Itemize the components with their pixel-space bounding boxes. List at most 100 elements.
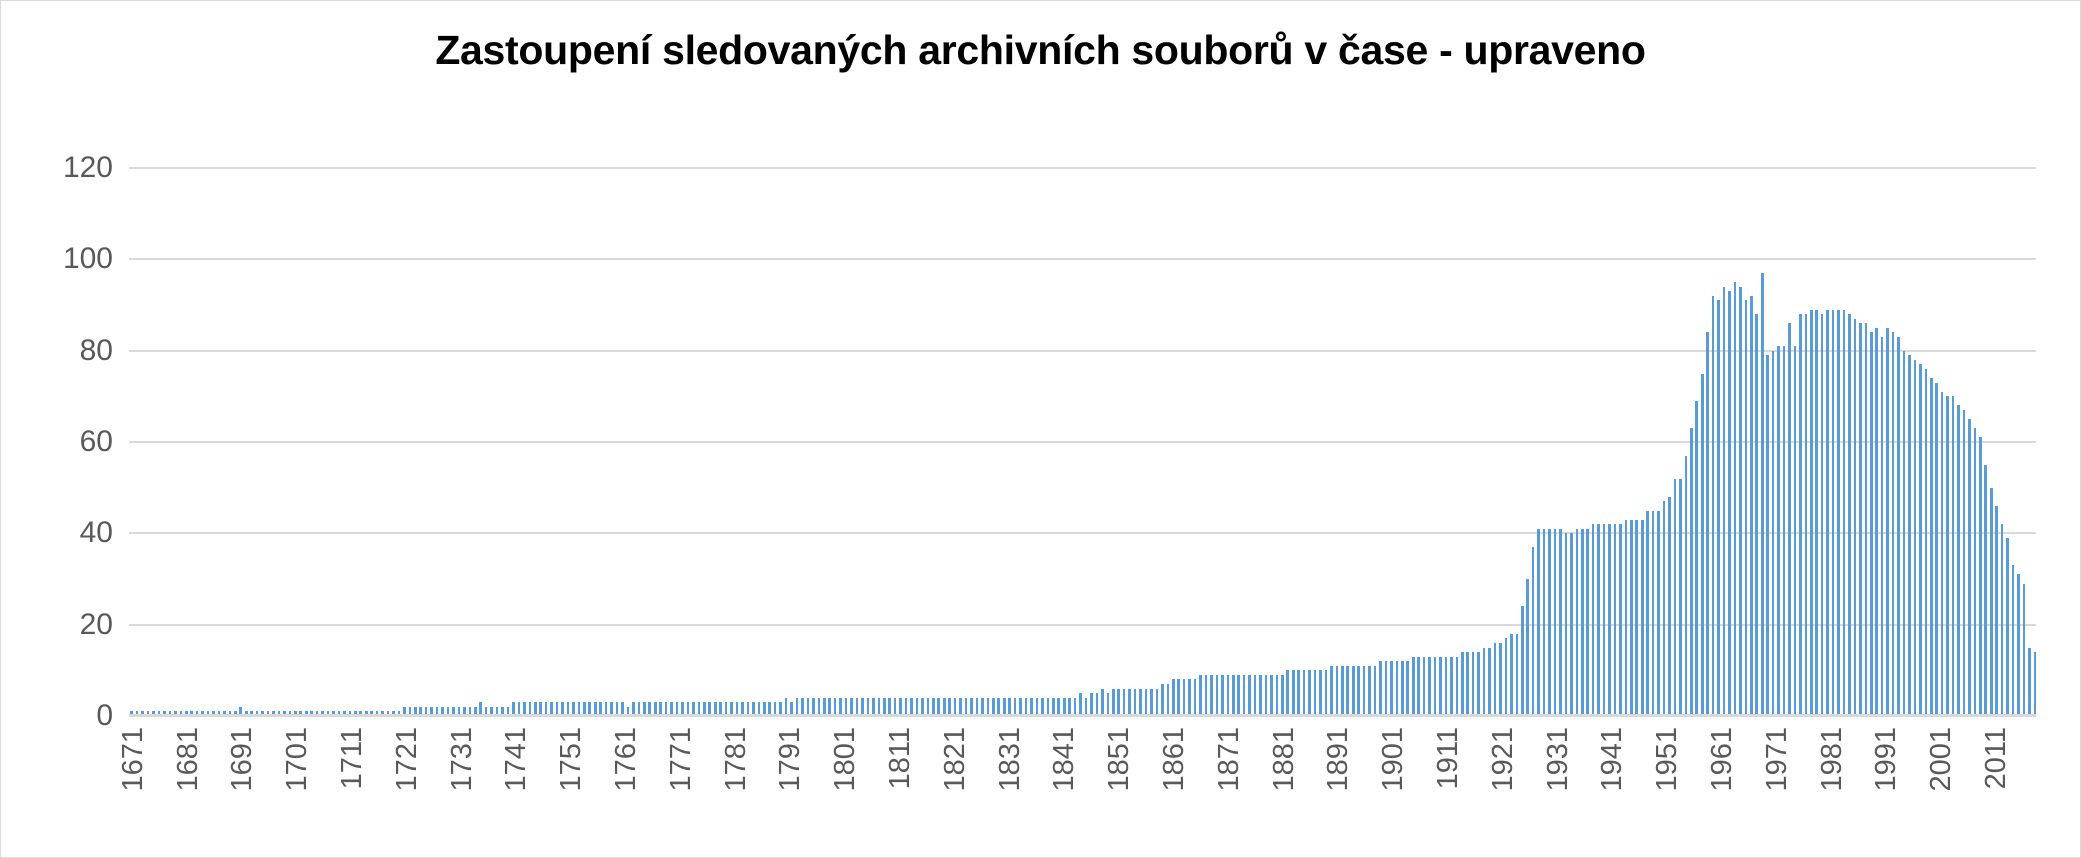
bar[interactable] bbox=[659, 702, 662, 716]
bar[interactable] bbox=[735, 702, 739, 716]
bar[interactable] bbox=[1046, 697, 1050, 716]
bar[interactable] bbox=[288, 711, 292, 716]
bar[interactable] bbox=[1008, 697, 1011, 716]
bar[interactable] bbox=[1520, 606, 1524, 716]
bar[interactable] bbox=[2011, 565, 2015, 716]
bar[interactable] bbox=[1864, 323, 1868, 716]
bar[interactable] bbox=[228, 711, 232, 716]
bar[interactable] bbox=[1417, 656, 1420, 716]
bar[interactable] bbox=[435, 706, 439, 716]
bar[interactable] bbox=[212, 711, 215, 716]
bar[interactable] bbox=[1548, 528, 1551, 716]
bar[interactable] bbox=[784, 697, 788, 716]
bar[interactable] bbox=[1286, 670, 1290, 716]
bar[interactable] bbox=[1291, 670, 1295, 716]
bar[interactable] bbox=[490, 706, 493, 716]
bar[interactable] bbox=[1139, 688, 1142, 716]
bar[interactable] bbox=[899, 697, 902, 716]
bar[interactable] bbox=[1182, 679, 1186, 716]
bar[interactable] bbox=[599, 702, 602, 716]
bar[interactable] bbox=[801, 697, 804, 716]
bar[interactable] bbox=[833, 697, 837, 716]
bar[interactable] bbox=[424, 706, 428, 716]
bar[interactable] bbox=[1351, 665, 1355, 716]
bar[interactable] bbox=[1979, 437, 1982, 716]
bar[interactable] bbox=[1166, 684, 1170, 716]
bar[interactable] bbox=[1444, 656, 1448, 716]
bar[interactable] bbox=[1613, 524, 1617, 716]
bar[interactable] bbox=[1640, 519, 1644, 716]
bar[interactable] bbox=[1406, 661, 1410, 716]
bar[interactable] bbox=[1848, 314, 1851, 716]
bar[interactable] bbox=[1657, 510, 1660, 716]
bar[interactable] bbox=[463, 706, 466, 716]
bar[interactable] bbox=[190, 711, 193, 716]
bar[interactable] bbox=[1809, 309, 1813, 716]
bar[interactable] bbox=[1662, 501, 1666, 716]
bar[interactable] bbox=[583, 702, 586, 716]
bar[interactable] bbox=[484, 706, 488, 716]
bar[interactable] bbox=[1700, 373, 1704, 716]
bar[interactable] bbox=[244, 711, 248, 716]
bar[interactable] bbox=[1750, 295, 1753, 716]
bar[interactable] bbox=[953, 697, 957, 716]
bar[interactable] bbox=[1635, 519, 1639, 716]
bar[interactable] bbox=[141, 711, 144, 716]
bar[interactable] bbox=[272, 711, 275, 716]
bar[interactable] bbox=[822, 697, 826, 716]
bar[interactable] bbox=[135, 711, 139, 716]
bar[interactable] bbox=[1079, 693, 1082, 716]
bar[interactable] bbox=[501, 706, 504, 716]
bar[interactable] bbox=[942, 697, 946, 716]
bar[interactable] bbox=[697, 702, 701, 716]
bar[interactable] bbox=[1929, 378, 1933, 716]
bar[interactable] bbox=[948, 697, 951, 716]
bar[interactable] bbox=[1117, 688, 1121, 716]
bar[interactable] bbox=[1057, 697, 1061, 716]
bar[interactable] bbox=[1651, 510, 1655, 716]
bar[interactable] bbox=[1853, 318, 1857, 716]
bar[interactable] bbox=[206, 711, 210, 716]
bar[interactable] bbox=[790, 702, 793, 716]
bar[interactable] bbox=[1477, 652, 1480, 716]
bar[interactable] bbox=[1733, 282, 1737, 716]
bar[interactable] bbox=[1880, 336, 1884, 716]
bar[interactable] bbox=[1471, 652, 1475, 716]
bar[interactable] bbox=[877, 697, 881, 716]
bar[interactable] bbox=[354, 711, 357, 716]
bar[interactable] bbox=[1226, 674, 1230, 716]
bar[interactable] bbox=[882, 697, 886, 716]
bar[interactable] bbox=[1024, 697, 1028, 716]
bar[interactable] bbox=[1580, 528, 1584, 716]
bar[interactable] bbox=[1460, 652, 1464, 716]
bar[interactable] bbox=[752, 702, 755, 716]
bar[interactable] bbox=[992, 697, 995, 716]
bar[interactable] bbox=[1788, 323, 1791, 716]
bar[interactable] bbox=[1324, 670, 1328, 716]
bar[interactable] bbox=[1395, 661, 1399, 716]
bar[interactable] bbox=[1297, 670, 1300, 716]
bar[interactable] bbox=[773, 702, 777, 716]
bar[interactable] bbox=[1242, 674, 1246, 716]
bar[interactable] bbox=[1450, 656, 1453, 716]
bar[interactable] bbox=[1837, 309, 1840, 716]
bar[interactable] bbox=[168, 711, 172, 716]
bar[interactable] bbox=[588, 702, 592, 716]
bar[interactable] bbox=[981, 697, 984, 716]
bar[interactable] bbox=[1804, 314, 1808, 716]
bar[interactable] bbox=[1537, 528, 1540, 716]
bar[interactable] bbox=[163, 711, 166, 716]
bar[interactable] bbox=[1515, 633, 1519, 716]
bar[interactable] bbox=[741, 702, 744, 716]
bar[interactable] bbox=[1362, 665, 1366, 716]
bar[interactable] bbox=[1313, 670, 1317, 716]
bar[interactable] bbox=[1886, 327, 1889, 716]
bar[interactable] bbox=[724, 702, 728, 716]
bar[interactable] bbox=[1466, 652, 1470, 716]
bar[interactable] bbox=[1624, 519, 1628, 716]
bar[interactable] bbox=[250, 711, 253, 716]
bar[interactable] bbox=[1995, 505, 1998, 716]
bar[interactable] bbox=[239, 706, 243, 716]
bar[interactable] bbox=[348, 711, 352, 716]
bar[interactable] bbox=[1668, 496, 1671, 716]
